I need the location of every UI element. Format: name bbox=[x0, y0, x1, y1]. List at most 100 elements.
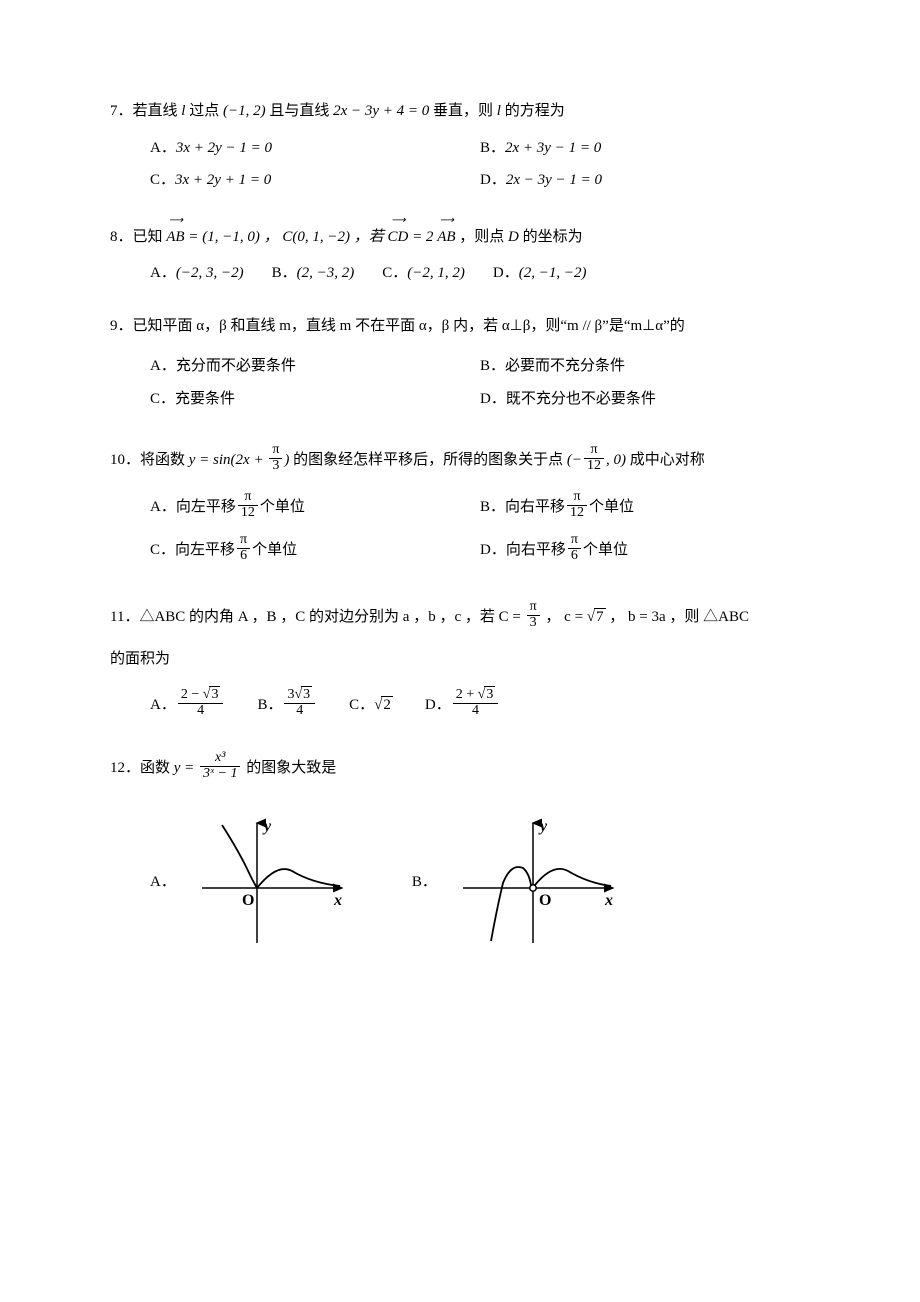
q11-tail: 的面积为 bbox=[110, 648, 810, 671]
sqrt-val: 3 bbox=[301, 686, 312, 702]
frac: 3√3 4 bbox=[284, 688, 315, 718]
q12-stem: 12．函数 y = x³3ˣ − 1 的图象大致是 bbox=[110, 752, 810, 785]
q7-lvar: l bbox=[497, 103, 501, 119]
frac-den: 4 bbox=[178, 704, 224, 719]
q7-text: 7．若直线 bbox=[110, 103, 178, 119]
opt-text: 向左平移 bbox=[175, 542, 235, 558]
option-c: C．向左平移π6个单位 bbox=[150, 534, 480, 567]
hollow-origin-icon bbox=[530, 884, 536, 890]
option-d: D．2x − 3y − 1 = 0 bbox=[480, 169, 810, 192]
num-pre: 3√ bbox=[287, 687, 302, 702]
frac-pi-3: π3 bbox=[269, 443, 282, 473]
frac-den: 12 bbox=[584, 459, 604, 474]
question-7: 7．若直线 l 过点 (−1, 2) 且与直线 2x − 3y + 4 = 0 … bbox=[110, 100, 810, 202]
q7-text: 垂直，则 bbox=[433, 103, 493, 119]
q11-stem: 11．△ABC 的内角 A ，B ，C 的对边分别为 a ，b ，c ，若 C … bbox=[110, 601, 810, 634]
q9-stem: 9．已知平面 α，β 和直线 m，直线 m 不在平面 α，β 内，若 α⊥β，则… bbox=[110, 315, 810, 338]
vector-AB: ⟶AB bbox=[166, 226, 184, 249]
q7-text: 的方程为 bbox=[505, 103, 565, 119]
frac: π12 bbox=[238, 490, 258, 520]
frac-den: 12 bbox=[238, 506, 258, 521]
x-label: x bbox=[604, 892, 613, 909]
num-pre: 2 − √ bbox=[181, 687, 211, 702]
q7-text: 且与直线 bbox=[269, 103, 329, 119]
frac-num: π bbox=[527, 600, 540, 616]
curve-right bbox=[535, 868, 611, 885]
q12-post: 的图象大致是 bbox=[242, 760, 336, 776]
frac-pi-12: π12 bbox=[584, 443, 604, 473]
q8-text: = (1, −1, 0) ， bbox=[188, 229, 278, 245]
graph-option-a: A． y x O bbox=[150, 813, 352, 953]
graph-option-b: B． y x O bbox=[412, 813, 623, 953]
q10-text: 的图象经怎样平移后，所得的图象关于点 bbox=[293, 452, 563, 468]
q10-text: 10．将函数 bbox=[110, 452, 185, 468]
option-a-label: A． bbox=[150, 871, 176, 894]
frac-den: 6 bbox=[237, 549, 250, 564]
option-a: A．2 − √34 bbox=[150, 689, 225, 722]
option-c: C．(−2, 1, 2) bbox=[382, 262, 465, 285]
opt-text: 3x + 2y − 1 = 0 bbox=[176, 140, 272, 156]
page-content: 7．若直线 l 过点 (−1, 2) 且与直线 2x − 3y + 4 = 0 … bbox=[0, 0, 920, 1037]
q12-pre: 12．函数 bbox=[110, 760, 174, 776]
option-d: D．(2, −1, −2) bbox=[493, 262, 587, 285]
frac: π6 bbox=[237, 533, 250, 563]
q11-text: ， b = 3a ，则 △ABC bbox=[606, 609, 749, 625]
q10-func-pre: y = sin(2x + bbox=[189, 452, 268, 468]
opt-text: (2, −3, 2) bbox=[297, 265, 355, 281]
opt-text: 2x + 3y − 1 = 0 bbox=[505, 140, 601, 156]
vec-label: AB bbox=[166, 229, 184, 245]
q12-graphs: A． y x O B． bbox=[110, 813, 810, 953]
q8-stem: 8．已知 ⟶AB = (1, −1, 0) ， C(0, 1, −2) ，若 ⟶… bbox=[110, 226, 810, 249]
frac-num: π bbox=[237, 533, 250, 549]
q8-text: C(0, 1, −2) ，若 bbox=[282, 229, 383, 245]
q10-point-suf: , 0) bbox=[606, 452, 626, 468]
graph-a-svg: y x O bbox=[192, 813, 352, 953]
frac-num: 2 + √3 bbox=[453, 688, 499, 704]
frac-num: π bbox=[568, 533, 581, 549]
q8-text: ，则点 bbox=[459, 229, 504, 245]
sqrt-val: 3 bbox=[209, 686, 220, 702]
q8-options: A．(−2, 3, −2) B．(2, −3, 2) C．(−2, 1, 2) … bbox=[110, 262, 810, 285]
opt-text: 个单位 bbox=[252, 542, 297, 558]
question-10: 10．将函数 y = sin(2x + π3) 的图象经怎样平移后，所得的图象关… bbox=[110, 444, 810, 577]
q7-line-eq: 2x − 3y + 4 = 0 bbox=[333, 103, 429, 119]
frac: 2 − √3 4 bbox=[178, 688, 224, 718]
q8-text: = 2 bbox=[412, 229, 433, 245]
question-8: 8．已知 ⟶AB = (1, −1, 0) ， C(0, 1, −2) ，若 ⟶… bbox=[110, 226, 810, 285]
q10-options: A．向左平移π12个单位 B．向右平移π12个单位 C．向左平移π6个单位 D．… bbox=[110, 491, 810, 577]
opt-text: 向左平移 bbox=[176, 499, 236, 515]
option-c: C．√2 bbox=[349, 689, 393, 722]
option-d: D．向右平移π6个单位 bbox=[480, 534, 810, 567]
frac-num: π bbox=[238, 490, 258, 506]
sqrt-val: 2 bbox=[381, 696, 393, 713]
frac-den: 3ˣ − 1 bbox=[200, 767, 240, 782]
option-a: A．充分而不必要条件 bbox=[150, 355, 480, 378]
q12-yeq: y = bbox=[174, 760, 198, 776]
o-label: O bbox=[539, 892, 551, 909]
question-12: 12．函数 y = x³3ˣ − 1 的图象大致是 A． y x O bbox=[110, 752, 810, 953]
vec-arrow-icon: ⟶ bbox=[387, 218, 408, 224]
option-a: A．向左平移π12个单位 bbox=[150, 491, 480, 524]
q11-options: A．2 − √34 B．3√34 C．√2 D．2 + √34 bbox=[110, 689, 810, 722]
frac-num: π bbox=[567, 490, 587, 506]
q9-options: A．充分而不必要条件 B．必要而不充分条件 C．充要条件 D．既不充分也不必要条… bbox=[110, 355, 810, 420]
frac-den: 4 bbox=[284, 704, 315, 719]
vector-AB: ⟶AB bbox=[437, 226, 455, 249]
option-a: A．3x + 2y − 1 = 0 bbox=[150, 137, 480, 160]
frac: π6 bbox=[568, 533, 581, 563]
option-b-label: B． bbox=[412, 871, 437, 894]
option-d: D．2 + √34 bbox=[425, 689, 500, 722]
graph-b-svg: y x O bbox=[453, 813, 623, 953]
curve-left bbox=[222, 825, 257, 888]
vec-label: AB bbox=[437, 229, 455, 245]
q10-stem: 10．将函数 y = sin(2x + π3) 的图象经怎样平移后，所得的图象关… bbox=[110, 444, 810, 477]
option-b: B．必要而不充分条件 bbox=[480, 355, 810, 378]
q10-func-suf: ) bbox=[284, 452, 289, 468]
y-label: y bbox=[262, 818, 272, 835]
q10-point-pre: (− bbox=[567, 452, 582, 468]
frac-num: x³ bbox=[200, 751, 240, 767]
q11-text: 11．△ABC 的内角 A ，B ，C 的对边分别为 a ，b ，c ，若 C … bbox=[110, 609, 525, 625]
q8-text: 8．已知 bbox=[110, 229, 163, 245]
opt-text: 个单位 bbox=[260, 499, 305, 515]
option-c: C．充要条件 bbox=[150, 388, 480, 411]
